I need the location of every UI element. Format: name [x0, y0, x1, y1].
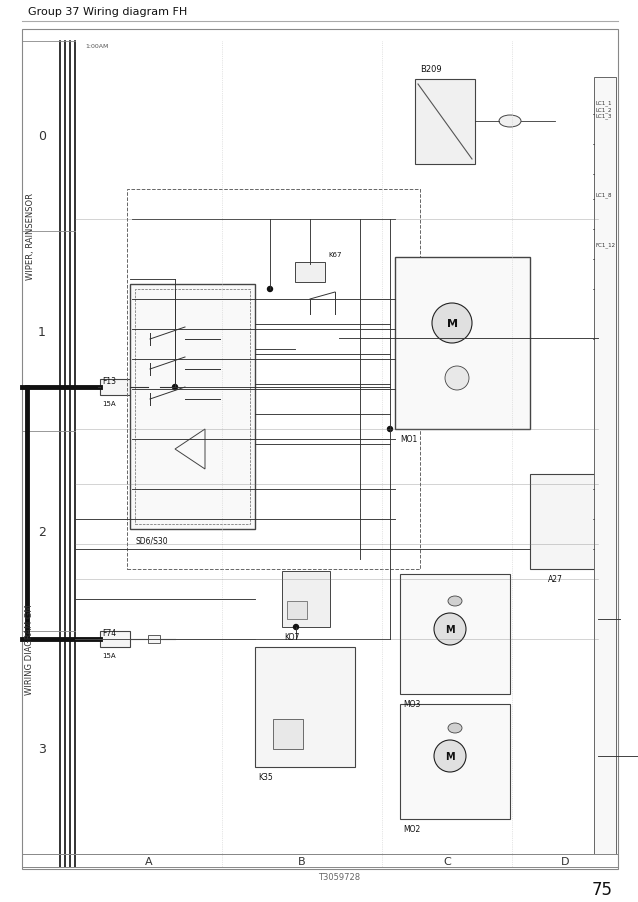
Text: B: B [298, 856, 306, 866]
Bar [395, 258, 530, 429]
Text: 15A: 15A [102, 652, 115, 658]
Bar [135, 290, 250, 524]
Text: M: M [445, 624, 455, 634]
Text: Group 37 Wiring diagram FH: Group 37 Wiring diagram FH [28, 7, 187, 17]
Bar [148, 635, 160, 643]
Text: K67: K67 [328, 252, 341, 258]
Text: T3059728: T3059728 [318, 872, 360, 881]
Bar [530, 474, 610, 569]
Text: 3: 3 [38, 742, 46, 756]
Bar [415, 80, 475, 165]
Circle shape [293, 625, 299, 630]
Text: A27: A27 [548, 575, 563, 584]
Bar [100, 380, 130, 396]
Text: MO3: MO3 [403, 699, 420, 708]
Circle shape [387, 427, 392, 432]
Text: C: C [443, 856, 451, 866]
Ellipse shape [448, 596, 462, 606]
Text: FC1_12: FC1_12 [596, 242, 616, 247]
Bar [273, 719, 303, 750]
Text: M: M [447, 318, 458, 328]
Text: 75: 75 [592, 880, 613, 898]
Bar [295, 262, 325, 282]
Bar [127, 189, 420, 569]
Text: MO1: MO1 [400, 435, 417, 444]
Circle shape [434, 613, 466, 645]
Text: WIPER, RAINSENSOR: WIPER, RAINSENSOR [26, 193, 34, 281]
Bar [282, 571, 330, 627]
Text: F13: F13 [102, 376, 116, 385]
Text: K35: K35 [258, 772, 273, 781]
Bar [594, 78, 616, 854]
Text: B209: B209 [420, 65, 441, 74]
Text: 1: 1 [38, 325, 46, 338]
Bar [287, 602, 307, 620]
Ellipse shape [448, 723, 462, 733]
Ellipse shape [499, 115, 521, 128]
Circle shape [445, 366, 469, 391]
Circle shape [172, 385, 177, 390]
Circle shape [432, 304, 472, 344]
Text: M: M [445, 751, 455, 761]
Text: WIRING DIAGRAM GM: WIRING DIAGRAM GM [26, 604, 34, 695]
Bar [100, 631, 130, 648]
Text: MO2: MO2 [403, 824, 420, 833]
Text: LC1_8: LC1_8 [596, 192, 612, 198]
Text: KO7: KO7 [284, 632, 299, 641]
Text: LC1_1
LC1_2
LC1_3: LC1_1 LC1_2 LC1_3 [596, 100, 612, 119]
Text: D: D [561, 856, 569, 866]
Bar [130, 285, 255, 529]
Text: 1:00AM: 1:00AM [85, 44, 108, 49]
Bar [148, 383, 160, 391]
Bar [400, 575, 510, 695]
Text: A: A [145, 856, 152, 866]
Bar [255, 648, 355, 767]
Circle shape [267, 287, 272, 292]
Text: 0: 0 [38, 131, 46, 143]
Text: 15A: 15A [102, 400, 115, 407]
Text: 2: 2 [38, 525, 46, 538]
Text: SD6/S30: SD6/S30 [135, 537, 168, 546]
Text: F74: F74 [102, 629, 116, 638]
Bar [400, 704, 510, 819]
Circle shape [434, 741, 466, 772]
